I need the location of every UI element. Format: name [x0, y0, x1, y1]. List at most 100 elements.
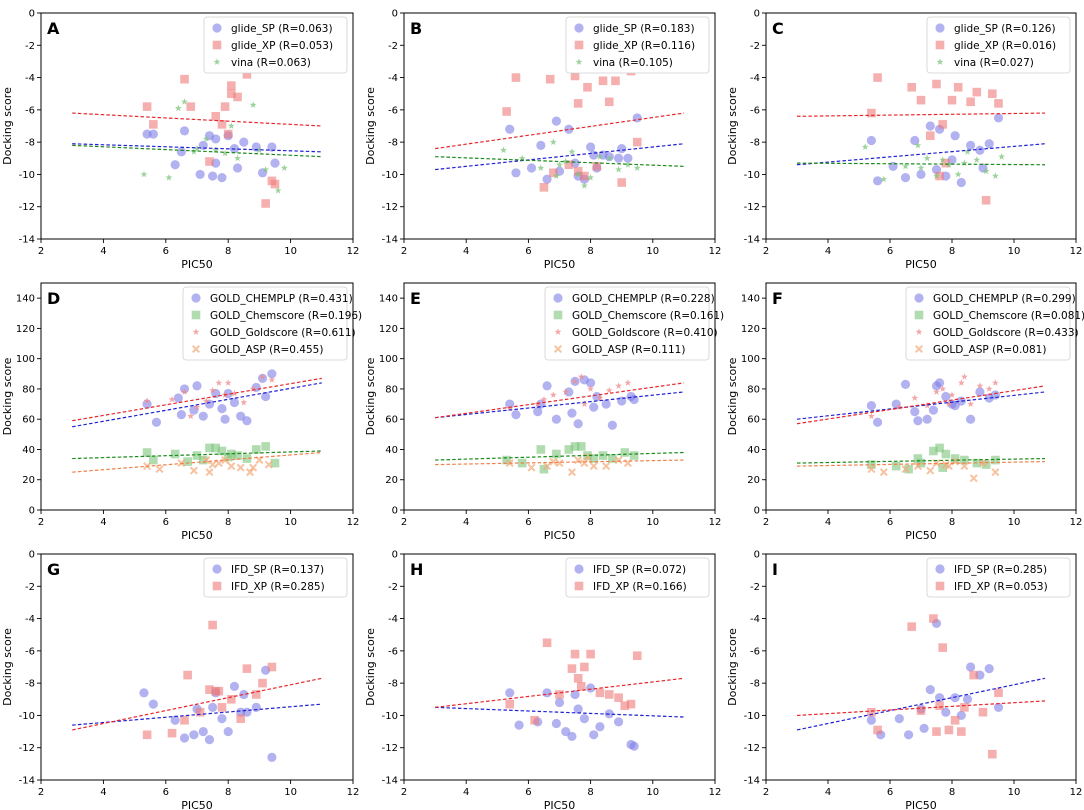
fit-line	[72, 377, 322, 422]
data-point	[589, 150, 599, 160]
legend-marker	[191, 310, 201, 320]
data-point	[632, 113, 642, 123]
y-tick-label: 100	[741, 354, 760, 365]
x-tick-label: 12	[1070, 787, 1083, 798]
data-point	[198, 726, 208, 737]
data-point	[932, 727, 941, 736]
legend-label: vina (R=0.027)	[954, 57, 1034, 69]
x-axis-label: PIC50	[905, 258, 937, 271]
data-point	[868, 412, 875, 420]
data-point	[542, 381, 552, 391]
data-point	[574, 170, 582, 178]
x-axis-label: PIC50	[905, 529, 937, 542]
data-point	[614, 456, 623, 465]
data-point	[925, 685, 935, 695]
data-point	[239, 137, 249, 147]
y-tick-label: -8	[750, 679, 760, 690]
axes-frame	[765, 553, 1077, 781]
data-point	[261, 442, 270, 451]
x-tick-label: 12	[709, 246, 722, 257]
panel-label: F	[772, 289, 783, 308]
legend: IFD_SP (R=0.072) IFD_XP (R=0.166)	[565, 557, 710, 598]
y-tick-label: 120	[379, 324, 398, 335]
data-point	[579, 714, 589, 724]
data-point	[211, 134, 221, 144]
x-tick-label: 12	[1070, 246, 1083, 257]
chart-panel-b: 2 4 6 8 10 12 -14 -12 -10 -8 -6 -4 -2 0 B PIC50 Docking …	[364, 9, 721, 272]
y-axis-label: Docking score	[364, 628, 377, 706]
data-point	[208, 171, 218, 181]
y-tick-label: 140	[379, 294, 398, 305]
y-tick-label: -14	[744, 235, 760, 246]
x-tick-label: 8	[225, 517, 231, 528]
data-point	[217, 703, 227, 712]
data-point	[982, 167, 990, 175]
data-point	[205, 157, 214, 166]
data-point	[969, 670, 978, 680]
data-point	[916, 706, 926, 715]
y-tick-label: -10	[382, 170, 398, 181]
x-tick-label: 6	[163, 787, 169, 798]
data-point	[916, 169, 926, 180]
data-point	[183, 457, 192, 466]
data-point	[629, 741, 639, 751]
x-tick-label: 2	[38, 246, 44, 257]
data-point	[174, 104, 182, 112]
data-point	[961, 159, 968, 166]
chart-panel-h: 2 4 6 8 10 12 -14 -12 -10 -8 -6 -4 -2 0 H PIC50 Docking …	[364, 550, 721, 810]
data-point	[976, 382, 984, 389]
y-tick-label: 0	[392, 506, 398, 517]
data-point	[256, 146, 263, 154]
y-tick-label: 60	[385, 415, 398, 426]
legend-marker	[914, 310, 924, 320]
data-point	[198, 455, 208, 465]
x-tick-label: 8	[225, 787, 231, 798]
data-point	[176, 410, 186, 420]
data-point	[867, 465, 876, 474]
data-point	[211, 112, 221, 121]
fit-line	[796, 460, 1046, 467]
y-tick-label: 0	[392, 550, 398, 561]
x-tick-label: 4	[825, 517, 831, 528]
legend-marker	[575, 58, 583, 65]
y-tick-label: 40	[385, 445, 398, 456]
y-tick-label: -6	[750, 105, 760, 116]
y-tick-label: 60	[22, 415, 35, 426]
data-point	[251, 690, 261, 699]
y-tick-label: 140	[16, 294, 35, 305]
data-point	[589, 402, 599, 412]
data-point	[208, 460, 217, 469]
data-point	[926, 131, 935, 140]
data-point	[993, 113, 1004, 123]
data-point	[902, 162, 909, 170]
series-square	[505, 638, 642, 725]
data-point	[595, 688, 605, 698]
x-tick-label: 4	[463, 246, 469, 257]
y-tick-label: -6	[388, 105, 398, 116]
data-point	[939, 156, 947, 163]
data-point	[910, 135, 920, 146]
data-point	[214, 686, 224, 696]
x-tick-label: 12	[347, 246, 360, 257]
y-tick-label: 0	[754, 550, 760, 561]
data-point	[562, 157, 570, 165]
data-point	[552, 449, 561, 459]
x-tick-label: 2	[763, 246, 769, 257]
x-tick-label: 2	[401, 246, 407, 257]
data-point	[589, 454, 599, 463]
data-point	[204, 735, 215, 745]
y-axis-label: Docking score	[1, 87, 14, 165]
data-point	[227, 81, 236, 90]
data-point	[170, 715, 180, 725]
data-point	[586, 683, 596, 693]
data-point	[555, 459, 564, 468]
data-point	[518, 154, 526, 162]
data-point	[595, 722, 605, 732]
legend-marker	[554, 328, 562, 335]
data-point	[195, 707, 205, 717]
data-point	[209, 386, 216, 394]
y-tick-label: -10	[744, 170, 760, 181]
x-axis-label: PIC50	[544, 529, 576, 542]
y-tick-label: 40	[747, 445, 760, 456]
